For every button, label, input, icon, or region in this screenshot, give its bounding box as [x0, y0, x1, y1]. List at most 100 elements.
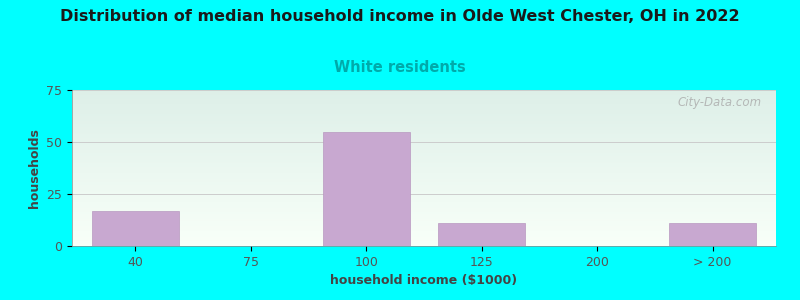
- Bar: [72, 92, 776, 93]
- Bar: [72, 225, 776, 226]
- Bar: [72, 171, 776, 172]
- Bar: [72, 116, 776, 117]
- Bar: [72, 169, 776, 170]
- Bar: [72, 101, 776, 102]
- Bar: [72, 136, 776, 137]
- Bar: [72, 160, 776, 161]
- Bar: [72, 111, 776, 112]
- Bar: [72, 228, 776, 229]
- Bar: [72, 152, 776, 153]
- Bar: [72, 207, 776, 208]
- Bar: [72, 105, 776, 106]
- Bar: [72, 178, 776, 179]
- Bar: [72, 151, 776, 152]
- Bar: [72, 212, 776, 213]
- Bar: [72, 189, 776, 190]
- Bar: [72, 114, 776, 115]
- Bar: [72, 153, 776, 154]
- Bar: [72, 215, 776, 216]
- Bar: [72, 233, 776, 234]
- Bar: [72, 157, 776, 158]
- Bar: [72, 174, 776, 175]
- Bar: [72, 123, 776, 124]
- Bar: [72, 227, 776, 228]
- Bar: [72, 159, 776, 160]
- Bar: [72, 121, 776, 122]
- Bar: [72, 238, 776, 239]
- Bar: [72, 107, 776, 108]
- Bar: [72, 220, 776, 221]
- Bar: [72, 209, 776, 210]
- Bar: [72, 229, 776, 230]
- Bar: [72, 199, 776, 200]
- Bar: [72, 211, 776, 212]
- Bar: [72, 103, 776, 104]
- Bar: [72, 110, 776, 111]
- Bar: [72, 201, 776, 202]
- Bar: [72, 217, 776, 218]
- Bar: [72, 97, 776, 98]
- Bar: [72, 117, 776, 118]
- Bar: [72, 183, 776, 184]
- Bar: [72, 234, 776, 235]
- Bar: [72, 242, 776, 243]
- Bar: [72, 167, 776, 168]
- Bar: [72, 104, 776, 105]
- Bar: [72, 223, 776, 224]
- Bar: [72, 172, 776, 173]
- Bar: [72, 188, 776, 189]
- Bar: [438, 223, 525, 246]
- Bar: [72, 216, 776, 217]
- Bar: [72, 143, 776, 144]
- Bar: [72, 196, 776, 197]
- Text: City-Data.com: City-Data.com: [678, 96, 762, 109]
- Bar: [72, 187, 776, 188]
- Bar: [72, 131, 776, 132]
- Bar: [72, 93, 776, 94]
- Bar: [72, 170, 776, 171]
- Bar: [72, 219, 776, 220]
- Bar: [72, 134, 776, 135]
- Bar: [72, 140, 776, 141]
- Text: White residents: White residents: [334, 60, 466, 75]
- Bar: [72, 240, 776, 241]
- Bar: [72, 182, 776, 183]
- Bar: [72, 126, 776, 127]
- Bar: [72, 119, 776, 120]
- Bar: [72, 245, 776, 246]
- Bar: [72, 181, 776, 182]
- Bar: [72, 96, 776, 97]
- Bar: [72, 158, 776, 159]
- Bar: [92, 211, 178, 246]
- Bar: [72, 165, 776, 166]
- Y-axis label: households: households: [28, 128, 41, 208]
- Bar: [72, 176, 776, 177]
- Bar: [72, 185, 776, 186]
- Bar: [72, 156, 776, 157]
- Bar: [72, 175, 776, 176]
- Bar: [72, 179, 776, 180]
- Bar: [72, 177, 776, 178]
- Bar: [72, 108, 776, 109]
- Bar: [72, 99, 776, 100]
- Bar: [72, 230, 776, 231]
- Bar: [72, 213, 776, 214]
- Bar: [72, 163, 776, 164]
- Bar: [72, 112, 776, 113]
- Bar: [72, 113, 776, 114]
- Bar: [72, 198, 776, 199]
- Bar: [72, 173, 776, 174]
- Bar: [72, 208, 776, 209]
- Bar: [72, 90, 776, 91]
- Bar: [72, 226, 776, 227]
- Bar: [72, 148, 776, 149]
- Bar: [72, 243, 776, 244]
- Bar: [72, 138, 776, 139]
- Bar: [72, 204, 776, 205]
- Bar: [72, 200, 776, 201]
- Bar: [72, 124, 776, 125]
- Bar: [72, 161, 776, 162]
- Bar: [72, 142, 776, 143]
- Bar: [72, 106, 776, 107]
- Bar: [72, 235, 776, 236]
